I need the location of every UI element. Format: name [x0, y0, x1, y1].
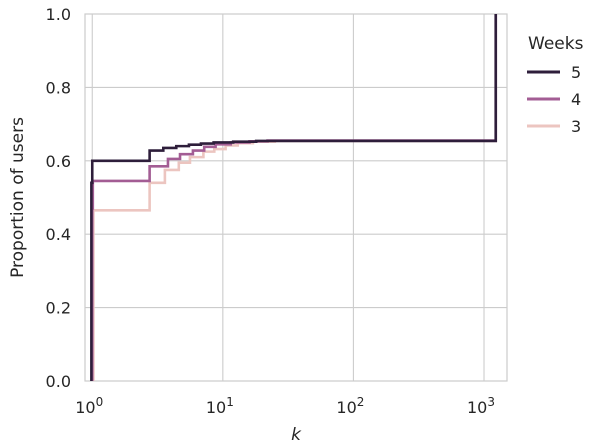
series-line-weeks-4	[90, 14, 498, 381]
y-tick-label: 0.2	[46, 299, 71, 318]
y-tick-label: 0.8	[46, 78, 71, 97]
y-axis-title: Proportion of users	[8, 117, 28, 278]
legend-title: Weeks	[528, 34, 584, 54]
y-tick-label: 0.0	[46, 372, 71, 391]
x-tick-labels: 100 101 102 103	[75, 395, 495, 417]
y-tick-label: 1.0	[46, 5, 71, 24]
legend-label-weeks-4: 4	[571, 90, 581, 109]
series-line-weeks-3	[92, 14, 498, 381]
grid-lines	[85, 13, 507, 382]
legend-items: 5 4 3	[527, 63, 581, 136]
series-lines	[90, 14, 498, 381]
x-axis-title: k	[291, 425, 302, 444]
y-tick-label: 0.6	[46, 152, 71, 171]
series-line-weeks-5	[90, 14, 498, 381]
legend-label-weeks-5: 5	[571, 63, 581, 82]
legend: Weeks 5 4 3	[527, 34, 584, 136]
legend-label-weeks-3: 3	[571, 117, 581, 136]
x-tick-label: 100	[75, 395, 103, 417]
x-tick-label: 101	[206, 395, 234, 417]
x-tick-label: 102	[336, 395, 364, 417]
plot-area-frame	[84, 13, 508, 382]
x-tick-label: 103	[467, 395, 495, 417]
y-tick-labels: 0.0 0.2 0.4 0.6 0.8 1.0	[46, 5, 71, 391]
y-tick-label: 0.4	[46, 225, 71, 244]
